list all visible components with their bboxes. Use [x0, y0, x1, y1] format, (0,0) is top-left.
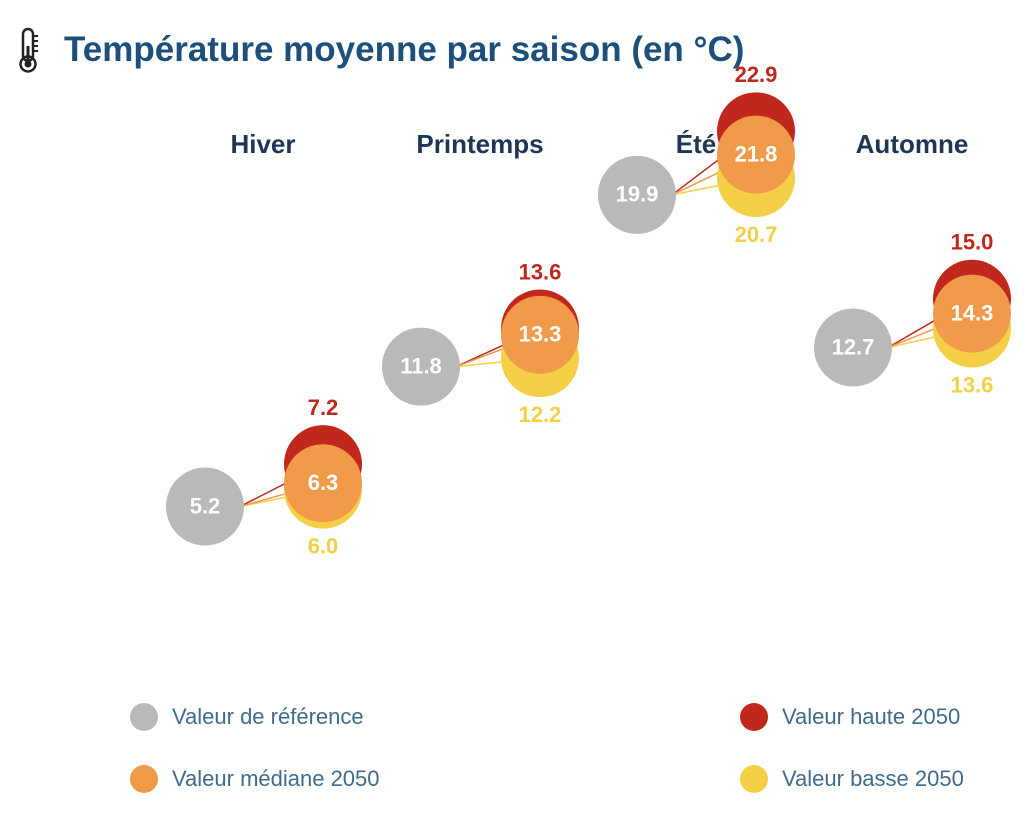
legend-label-mediane: Valeur médiane 2050 — [172, 766, 380, 791]
reference-bubble-ete — [598, 155, 676, 234]
legend-swatch-reference — [130, 703, 158, 731]
legend-label-haute: Valeur haute 2050 — [782, 704, 961, 729]
legend-item-mediane: Valeur médiane 2050 — [130, 765, 380, 793]
season-label-hiver: Hiver — [230, 129, 295, 159]
legend-swatch-basse — [740, 765, 768, 793]
mediane-value-ete: 21.8 — [735, 141, 778, 166]
haute-value-automne: 15.0 — [951, 230, 994, 255]
reference-value-hiver: 5.2 — [190, 493, 221, 518]
mediane-value-printemps: 13.3 — [519, 322, 562, 347]
mediane-bubble-printemps — [501, 295, 579, 374]
reference-bubble-hiver — [166, 467, 244, 546]
season-label-automne: Automne — [856, 129, 969, 159]
basse-value-ete: 20.7 — [735, 222, 778, 247]
chart-plot: Hiver 5.2 6.3 7.2 6.0 Printemps 11.8 13.3 13.6 12… — [166, 62, 1011, 558]
legend-item-haute: Valeur haute 2050 — [740, 703, 960, 731]
legend-label-basse: Valeur basse 2050 — [782, 766, 964, 791]
haute-value-ete: 22.9 — [735, 62, 778, 87]
haute-value-printemps: 13.6 — [519, 259, 562, 284]
reference-value-automne: 12.7 — [832, 334, 875, 359]
haute-value-hiver: 7.2 — [308, 395, 339, 420]
mediane-value-automne: 14.3 — [951, 300, 994, 325]
season-label-ete: Été — [676, 129, 716, 159]
mediane-bubble-ete — [717, 115, 795, 194]
basse-value-printemps: 12.2 — [519, 402, 562, 427]
chart-title: Température moyenne par saison (en °C) — [64, 30, 745, 69]
legend-item-reference: Valeur de référence — [130, 703, 364, 731]
mediane-value-hiver: 6.3 — [308, 470, 339, 495]
reference-value-ete: 19.9 — [616, 182, 659, 207]
legend-swatch-mediane — [130, 765, 158, 793]
mediane-bubble-automne — [933, 274, 1011, 353]
basse-value-automne: 13.6 — [951, 372, 994, 397]
basse-value-hiver: 6.0 — [308, 533, 339, 558]
legend-item-basse: Valeur basse 2050 — [740, 765, 964, 793]
chart-header: Température moyenne par saison (en °C) — [14, 22, 744, 78]
reference-value-printemps: 11.8 — [400, 353, 442, 378]
legend-label-reference: Valeur de référence — [172, 704, 364, 729]
reference-bubble-automne — [814, 308, 892, 387]
mediane-bubble-hiver — [284, 444, 362, 523]
season-label-printemps: Printemps — [416, 129, 543, 159]
thermometer-icon — [19, 27, 38, 73]
legend-swatch-haute — [740, 703, 768, 731]
reference-bubble-printemps — [382, 327, 460, 406]
